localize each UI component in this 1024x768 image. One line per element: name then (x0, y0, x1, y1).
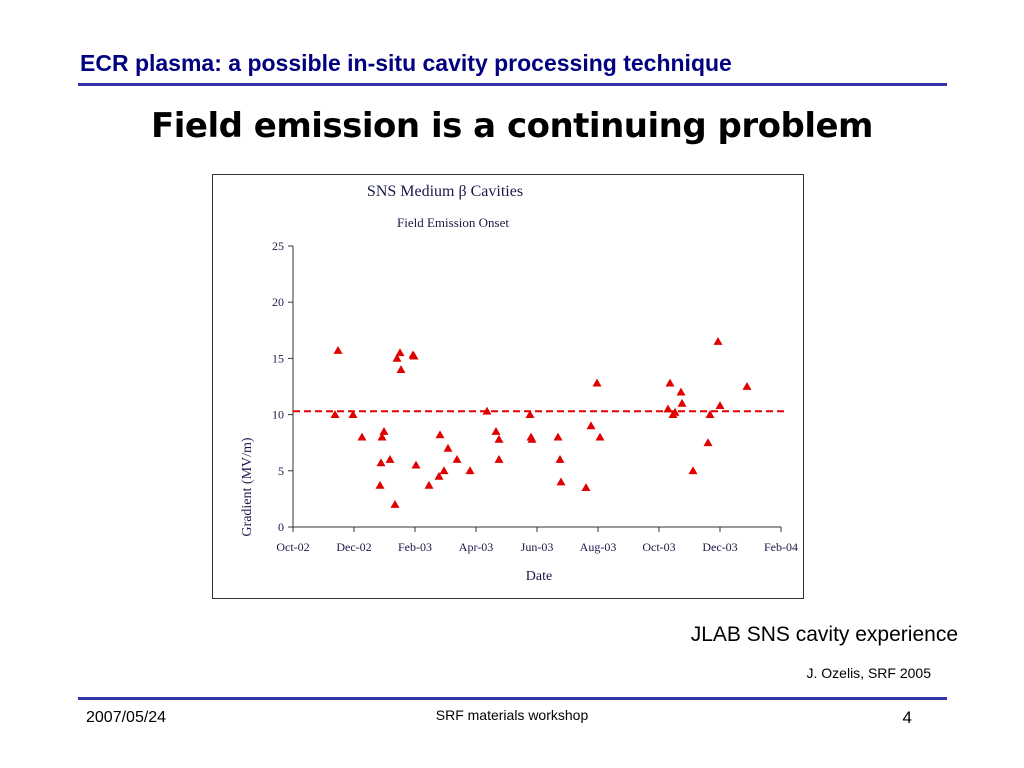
header-rule (78, 83, 947, 86)
y-tick-label: 20 (272, 295, 284, 309)
data-point (525, 410, 535, 418)
data-point (376, 458, 386, 467)
footer-rule (78, 697, 947, 700)
data-point (670, 407, 680, 416)
x-tick-label: Aug-03 (580, 540, 617, 554)
data-point (677, 398, 687, 407)
x-tick-label: Feb-04 (764, 540, 798, 554)
data-point (553, 432, 563, 441)
y-axis-label: Gradient (MV/m) (240, 437, 255, 536)
x-tick-label: Jun-03 (521, 540, 554, 554)
data-point (348, 410, 358, 418)
slide-header: ECR plasma: a possible in-situ cavity pr… (80, 50, 732, 76)
chart-subtitle: Field Emission Onset (397, 215, 509, 230)
x-axis-ticks: Oct-02 Dec-02 Feb-03 Apr-03 Jun-03 Aug-03 Oct-… (276, 527, 798, 554)
data-point (409, 351, 419, 360)
data-point (377, 432, 387, 441)
y-tick-label: 10 (272, 408, 284, 422)
data-point (452, 455, 462, 463)
data-point (465, 466, 475, 475)
data-point (357, 432, 367, 441)
data-point (411, 460, 421, 469)
data-point (424, 480, 434, 489)
data-point (482, 406, 492, 415)
data-point (703, 438, 713, 447)
chart-caption: JLAB SNS cavity experience (690, 623, 958, 646)
chart-title: SNS Medium β Cavities (367, 183, 523, 200)
data-point (663, 404, 673, 413)
data-point (581, 483, 591, 492)
x-tick-label: Apr-03 (459, 540, 493, 554)
y-tick-label: 25 (272, 239, 284, 253)
x-tick-label: Oct-03 (642, 540, 675, 554)
data-point (390, 500, 400, 508)
x-axis-label: Date (526, 569, 552, 584)
data-point (688, 466, 698, 475)
data-point (586, 421, 596, 430)
data-points (330, 337, 752, 508)
data-point (527, 434, 537, 443)
data-point (395, 348, 405, 357)
y-tick-label: 15 (272, 351, 284, 365)
data-point (742, 382, 752, 390)
data-point (333, 346, 343, 354)
data-point (592, 378, 602, 387)
y-tick-label: 5 (278, 464, 284, 478)
data-point (494, 455, 504, 463)
footer-date: 2007/05/24 (86, 709, 167, 726)
chart-axes (292, 246, 781, 528)
data-point (705, 410, 715, 418)
data-point (379, 426, 389, 435)
y-tick-label: 0 (278, 520, 284, 534)
page-number: 4 (902, 708, 912, 727)
slide-title: Field emission is a continuing problem (151, 106, 873, 146)
x-tick-label: Feb-03 (398, 540, 432, 554)
data-point (555, 455, 565, 463)
data-point (676, 387, 686, 396)
chart-frame: SNS Medium β Cavities Field Emission Ons… (212, 174, 804, 599)
x-tick-label: Oct-02 (276, 540, 309, 554)
data-point (439, 466, 449, 475)
data-point (494, 434, 504, 443)
data-point (715, 401, 725, 409)
x-tick-label: Dec-02 (336, 540, 371, 554)
data-point (396, 365, 406, 374)
chart-svg: SNS Medium β Cavities Field Emission Ons… (240, 183, 798, 584)
x-tick-label: Dec-03 (702, 540, 737, 554)
data-point (491, 426, 501, 435)
data-point (595, 432, 605, 441)
source-credit: J. Ozelis, SRF 2005 (806, 665, 932, 681)
data-point (392, 353, 402, 362)
data-point (665, 378, 675, 387)
data-point (713, 337, 723, 345)
data-point (375, 480, 385, 489)
data-point (435, 430, 445, 439)
y-axis-ticks: 0 5 10 15 20 25 (272, 239, 293, 534)
data-point (556, 477, 566, 486)
footer-workshop: SRF materials workshop (435, 707, 589, 723)
data-point (330, 410, 340, 418)
data-point (385, 455, 395, 463)
data-point (443, 443, 453, 452)
data-point (434, 471, 444, 480)
